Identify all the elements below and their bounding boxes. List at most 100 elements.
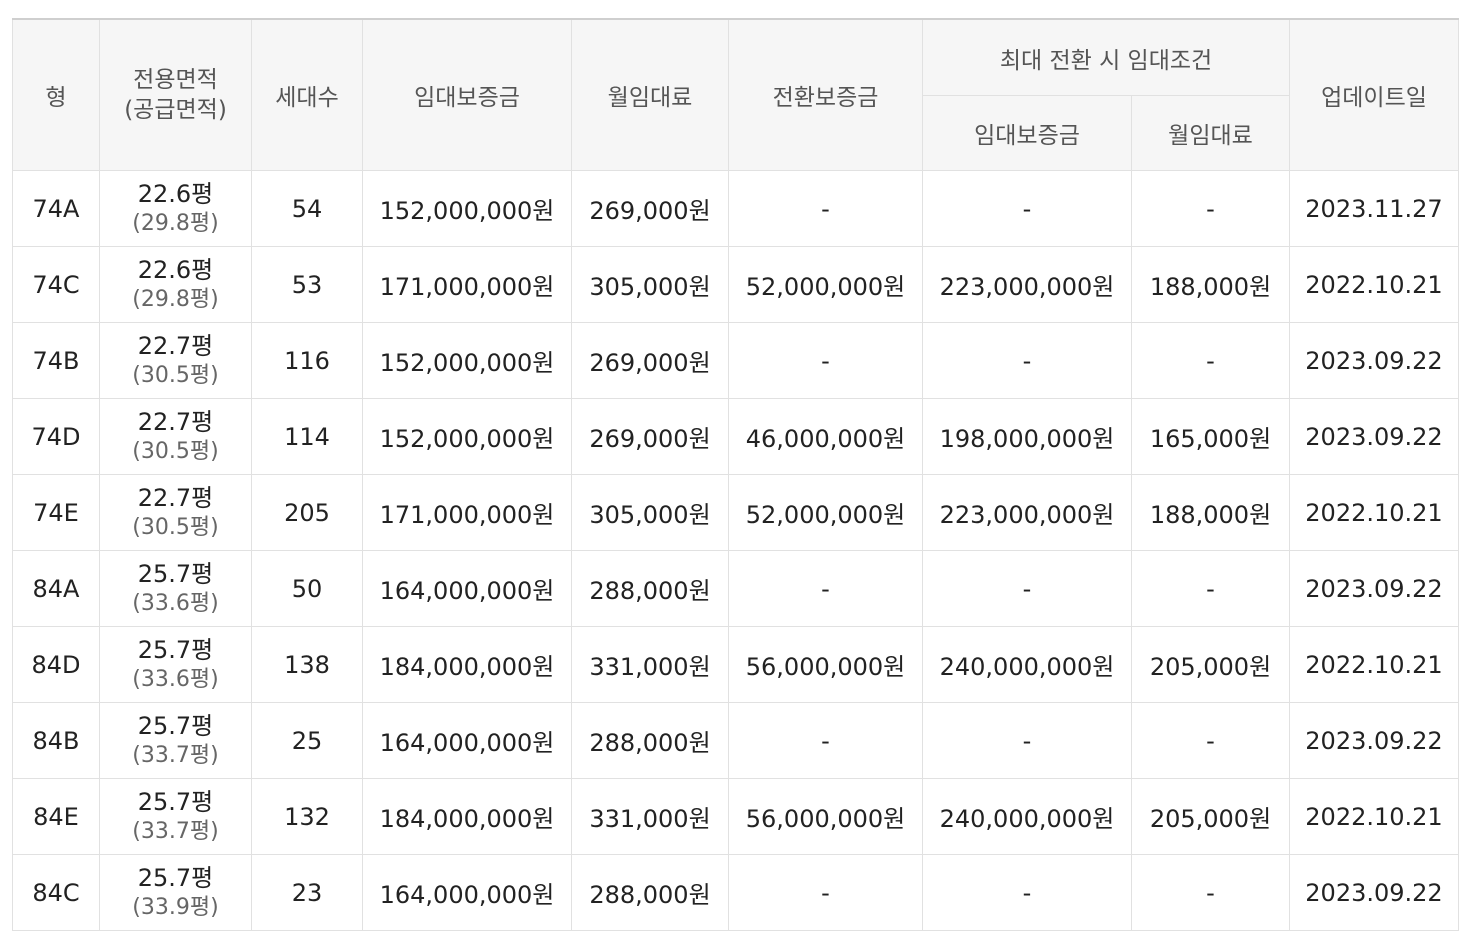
cell-area-supply: (30.5평): [132, 514, 219, 540]
cell-households: 23: [251, 854, 363, 931]
cell-area-exclusive: 22.7평: [137, 331, 214, 360]
header-updated: 업데이트일: [1289, 18, 1459, 171]
header-households: 세대수: [251, 18, 363, 171]
cell-conversion-deposit: 52,000,000원: [728, 246, 923, 323]
cell-area-supply: (33.6평): [132, 666, 219, 692]
cell-max-monthly-rent: 165,000원: [1131, 398, 1290, 475]
header-conversion-deposit: 전환보증금: [728, 18, 923, 171]
cell-type: 84C: [12, 854, 100, 931]
header-deposit: 임대보증금: [362, 18, 572, 171]
cell-area-supply: (33.6평): [132, 590, 219, 616]
cell-households: 114: [251, 398, 363, 475]
cell-monthly-rent: 305,000원: [571, 474, 729, 551]
table-row: 84E 25.7평 (33.7평) 132 184,000,000원 331,000원 56…: [12, 778, 1459, 855]
cell-max-monthly-rent: 205,000원: [1131, 778, 1290, 855]
cell-conversion-deposit: 46,000,000원: [728, 398, 923, 475]
cell-area-exclusive: 25.7평: [137, 559, 214, 588]
cell-max-deposit: -: [922, 322, 1132, 399]
header-area-supply: (공급면적): [124, 97, 227, 123]
cell-area-supply: (30.5평): [132, 362, 219, 388]
cell-area: 25.7평 (33.7평): [99, 702, 252, 779]
cell-monthly-rent: 269,000원: [571, 170, 729, 247]
cell-deposit: 164,000,000원: [362, 702, 572, 779]
table-row: 74E 22.7평 (30.5평) 205 171,000,000원 305,000원 52…: [12, 474, 1459, 551]
cell-type: 84A: [12, 550, 100, 627]
cell-max-monthly-rent: -: [1131, 550, 1290, 627]
cell-type: 74B: [12, 322, 100, 399]
cell-area: 22.6평 (29.8평): [99, 246, 252, 323]
header-type: 형: [12, 18, 100, 171]
cell-area: 25.7평 (33.6평): [99, 626, 252, 703]
cell-max-deposit: -: [922, 702, 1132, 779]
table-row: 74A 22.6평 (29.8평) 54 152,000,000원 269,000원 - - -…: [12, 170, 1459, 247]
cell-conversion-deposit: -: [728, 550, 923, 627]
cell-max-monthly-rent: -: [1131, 322, 1290, 399]
cell-households: 54: [251, 170, 363, 247]
cell-max-monthly-rent: 188,000원: [1131, 474, 1290, 551]
cell-households: 50: [251, 550, 363, 627]
table-row: 74B 22.7평 (30.5평) 116 152,000,000원 269,000원 - -…: [12, 322, 1459, 399]
cell-conversion-deposit: -: [728, 322, 923, 399]
cell-type: 74C: [12, 246, 100, 323]
cell-max-monthly-rent: -: [1131, 170, 1290, 247]
cell-updated: 2023.09.22: [1289, 398, 1459, 475]
cell-conversion-deposit: 56,000,000원: [728, 626, 923, 703]
cell-max-deposit: -: [922, 550, 1132, 627]
cell-updated: 2023.09.22: [1289, 854, 1459, 931]
cell-updated: 2023.09.22: [1289, 550, 1459, 627]
cell-updated: 2023.09.22: [1289, 322, 1459, 399]
cell-type: 74D: [12, 398, 100, 475]
cell-deposit: 164,000,000원: [362, 854, 572, 931]
table-row: 84B 25.7평 (33.7평) 25 164,000,000원 288,000원 - - -…: [12, 702, 1459, 779]
header-area-exclusive: 전용면적: [133, 67, 218, 93]
cell-households: 53: [251, 246, 363, 323]
cell-area: 22.6평 (29.8평): [99, 170, 252, 247]
cell-area-supply: (29.8평): [132, 286, 219, 312]
cell-monthly-rent: 269,000원: [571, 398, 729, 475]
cell-area: 22.7평 (30.5평): [99, 474, 252, 551]
cell-max-deposit: 223,000,000원: [922, 474, 1132, 551]
table-row: 84A 25.7평 (33.6평) 50 164,000,000원 288,000원 - - -…: [12, 550, 1459, 627]
cell-conversion-deposit: -: [728, 702, 923, 779]
table-row: 84C 25.7평 (33.9평) 23 164,000,000원 288,000원 - - -…: [12, 854, 1459, 931]
cell-type: 84B: [12, 702, 100, 779]
cell-max-monthly-rent: 205,000원: [1131, 626, 1290, 703]
cell-max-deposit: 240,000,000원: [922, 778, 1132, 855]
cell-area-supply: (29.8평): [132, 210, 219, 236]
cell-area-exclusive: 22.6평: [137, 255, 214, 284]
cell-area-supply: (33.9평): [132, 894, 219, 920]
header-max-deposit: 임대보증금: [922, 95, 1132, 171]
cell-households: 25: [251, 702, 363, 779]
cell-max-monthly-rent: -: [1131, 702, 1290, 779]
cell-updated: 2022.10.21: [1289, 246, 1459, 323]
cell-type: 84D: [12, 626, 100, 703]
cell-area-exclusive: 25.7평: [137, 711, 214, 740]
cell-type: 74A: [12, 170, 100, 247]
cell-deposit: 184,000,000원: [362, 626, 572, 703]
table-header: 형 전용면적 (공급면적) 세대수 임대보증금 월임대료 전환보증금 최대 전환…: [12, 18, 1459, 171]
cell-area-exclusive: 25.7평: [137, 863, 214, 892]
cell-deposit: 164,000,000원: [362, 550, 572, 627]
cell-type: 84E: [12, 778, 100, 855]
cell-deposit: 152,000,000원: [362, 170, 572, 247]
cell-households: 205: [251, 474, 363, 551]
cell-max-deposit: -: [922, 170, 1132, 247]
header-monthly-rent: 월임대료: [571, 18, 729, 171]
cell-area: 22.7평 (30.5평): [99, 398, 252, 475]
cell-monthly-rent: 331,000원: [571, 778, 729, 855]
cell-max-deposit: 240,000,000원: [922, 626, 1132, 703]
rent-table-container: 형 전용면적 (공급면적) 세대수 임대보증금 월임대료 전환보증금 최대 전환…: [12, 18, 1459, 931]
cell-households: 116: [251, 322, 363, 399]
cell-households: 138: [251, 626, 363, 703]
rent-conditions-table: 형 전용면적 (공급면적) 세대수 임대보증금 월임대료 전환보증금 최대 전환…: [12, 18, 1459, 931]
cell-area-supply: (33.7평): [132, 742, 219, 768]
table-row: 74D 22.7평 (30.5평) 114 152,000,000원 269,000원 46…: [12, 398, 1459, 475]
header-max-monthly-rent: 월임대료: [1131, 95, 1290, 171]
header-area: 전용면적 (공급면적): [99, 18, 252, 171]
cell-updated: 2022.10.21: [1289, 626, 1459, 703]
cell-max-monthly-rent: 188,000원: [1131, 246, 1290, 323]
cell-max-deposit: 198,000,000원: [922, 398, 1132, 475]
cell-monthly-rent: 288,000원: [571, 854, 729, 931]
cell-deposit: 171,000,000원: [362, 246, 572, 323]
cell-monthly-rent: 269,000원: [571, 322, 729, 399]
